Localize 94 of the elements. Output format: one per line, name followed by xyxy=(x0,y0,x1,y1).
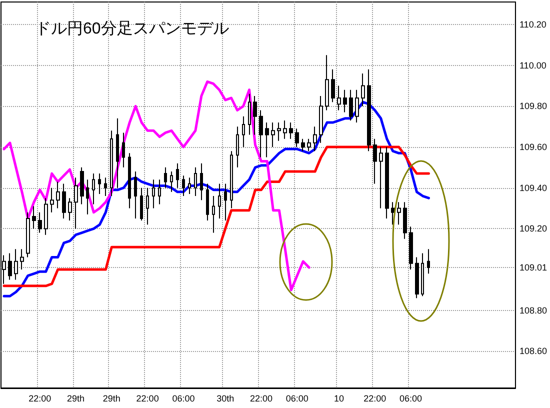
y-tick-label: 108.60 xyxy=(519,346,548,356)
candlestick xyxy=(116,118,119,188)
candlestick xyxy=(325,54,329,111)
candlestick xyxy=(20,248,24,270)
x-tick-label: 22:00 xyxy=(28,394,52,404)
candlestick xyxy=(176,162,179,188)
candlestick xyxy=(277,122,281,142)
x-tick-label: 29th xyxy=(67,394,85,404)
y-tick-label: 109.20 xyxy=(519,224,548,234)
candlestick xyxy=(200,162,203,201)
candlestick xyxy=(80,166,84,205)
line-series xyxy=(2,146,430,288)
candlestick xyxy=(128,152,131,209)
candlestick xyxy=(74,177,78,230)
candlestick xyxy=(92,173,95,205)
candlestick xyxy=(409,226,413,270)
x-tick-label: 06:00 xyxy=(286,394,308,404)
candlestick xyxy=(194,166,197,197)
candlestick xyxy=(50,187,54,213)
y-tick-label: 110.20 xyxy=(519,19,546,30)
candlestick xyxy=(265,122,269,158)
candlestick xyxy=(164,166,167,188)
candlestick xyxy=(98,173,101,194)
candlestick xyxy=(301,138,305,152)
candlestick xyxy=(236,126,239,168)
y-tick-label: 109.80 xyxy=(519,101,548,112)
candlestick xyxy=(188,177,191,194)
candlestick xyxy=(86,179,89,215)
candlestick xyxy=(206,183,209,222)
candlestick xyxy=(403,202,407,240)
candlestick xyxy=(146,187,149,226)
candlestick xyxy=(140,187,143,222)
y-tick-label: 110.00 xyxy=(519,60,546,70)
candlestick xyxy=(26,212,30,258)
candlestick xyxy=(38,212,42,234)
y-tick-label: 109.40 xyxy=(519,182,548,193)
candlestick xyxy=(373,138,377,184)
x-tick-label: 22:00 xyxy=(364,394,386,404)
candlestick xyxy=(122,132,125,168)
x-tick-label: 10 xyxy=(334,394,344,404)
candlestick xyxy=(248,93,251,136)
candlestick xyxy=(427,248,430,274)
candlestick xyxy=(361,72,365,107)
candlestick xyxy=(319,95,323,144)
candlestick xyxy=(242,116,245,148)
candlestick xyxy=(158,179,161,205)
candlestick xyxy=(56,181,60,209)
candlestick xyxy=(349,89,353,121)
candlestick xyxy=(152,179,155,209)
x-tick-label: 06:00 xyxy=(172,394,195,404)
x-tick-label: 30th xyxy=(216,394,234,404)
x-tick-label: 06:00 xyxy=(400,394,422,404)
candlestick xyxy=(307,138,311,152)
candlestick xyxy=(385,146,389,219)
y-tick-label: 108.80 xyxy=(519,305,548,316)
candlestick xyxy=(104,177,107,197)
candlestick xyxy=(62,183,66,219)
candlestick xyxy=(14,248,18,280)
candlestick xyxy=(212,196,215,234)
candlestick xyxy=(313,126,317,152)
x-tick-label: 22:00 xyxy=(250,394,272,404)
candlestick xyxy=(397,202,401,226)
candlestick xyxy=(8,252,12,280)
candlestick xyxy=(367,68,371,152)
x-tick-label: 29th xyxy=(102,394,120,404)
candlestick xyxy=(32,206,36,230)
candlestick xyxy=(182,175,185,197)
candlestick xyxy=(415,256,419,299)
candlestick xyxy=(253,95,257,136)
candlestick xyxy=(170,171,173,192)
candlestick xyxy=(343,89,347,113)
candlestick xyxy=(391,202,395,226)
candlestick xyxy=(134,171,137,219)
y-tick-label: 109.01 xyxy=(519,262,548,273)
candlestick xyxy=(218,183,221,219)
candlestick xyxy=(421,252,424,297)
x-tick-label: 22:00 xyxy=(136,394,159,404)
candlestick xyxy=(331,68,335,103)
candlestick xyxy=(224,183,227,222)
candlestick xyxy=(259,110,263,158)
candlestick xyxy=(337,85,341,111)
y-tick-label: 109.60 xyxy=(519,142,548,152)
candlestick xyxy=(230,150,233,209)
candlestick xyxy=(44,198,48,236)
line-series xyxy=(2,80,310,292)
candlestick xyxy=(379,146,383,209)
candlestick xyxy=(295,128,299,148)
candlestick xyxy=(110,130,113,197)
candlestick xyxy=(271,122,275,148)
text: ドル円60分足スパンモデル xyxy=(35,20,229,38)
candlestick xyxy=(68,198,72,222)
candlestick xyxy=(283,120,287,140)
candlestick xyxy=(355,89,359,123)
candlestick xyxy=(289,122,293,140)
